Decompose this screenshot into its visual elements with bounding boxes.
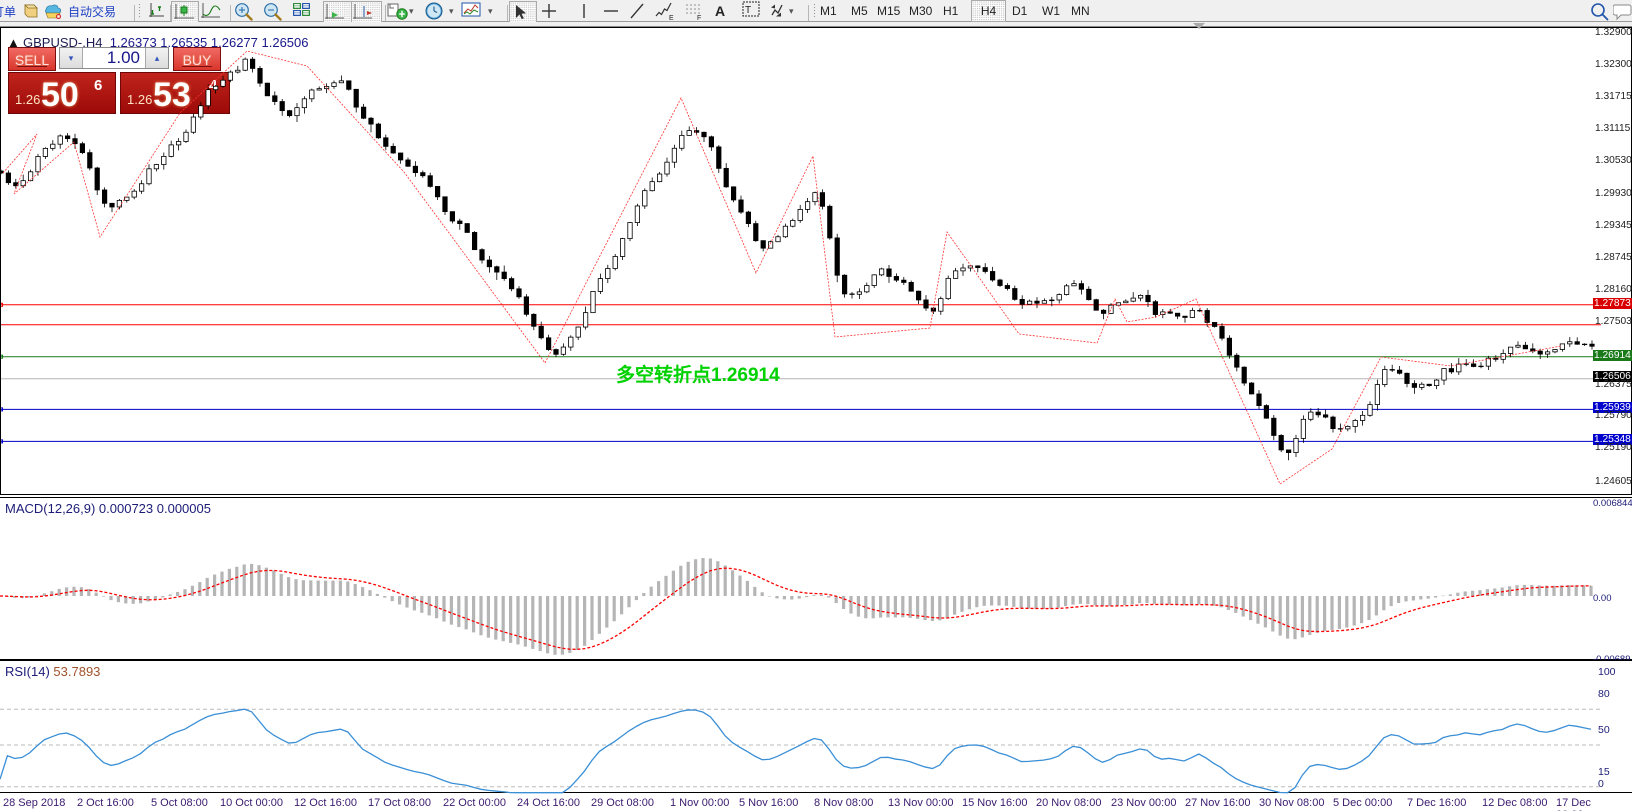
svg-text:多空转折点1.26914: 多空转折点1.26914 bbox=[616, 363, 780, 386]
svg-text:F: F bbox=[697, 15, 701, 21]
svg-text:E: E bbox=[669, 15, 674, 21]
svg-text:T: T bbox=[745, 5, 751, 16]
